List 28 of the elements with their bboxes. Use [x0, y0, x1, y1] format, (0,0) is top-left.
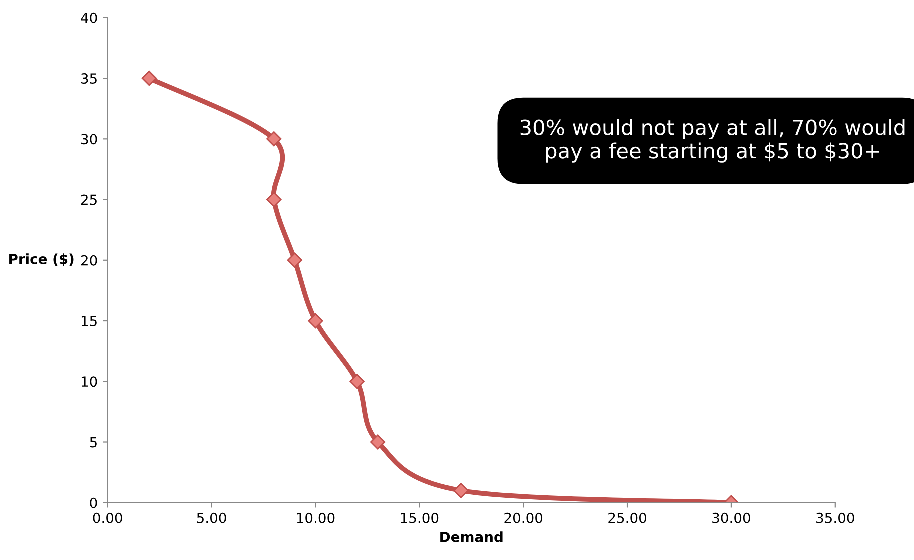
point — [266, 192, 282, 208]
x-tick-label: 25.00 — [608, 512, 646, 524]
point — [308, 313, 324, 329]
x-tick-label: 30.00 — [712, 512, 750, 524]
y-tick-label: 30 — [82, 134, 98, 145]
x-tick-label: 10.00 — [297, 512, 335, 524]
y-axis-title: Price ($) — [10, 254, 74, 266]
annotation: 30% would not pay at all, 70% would pay a fee starting at $5 to $30+ — [520, 119, 905, 163]
x-tick-label: 15.00 — [401, 512, 439, 524]
y-tick-label: 35 — [82, 74, 97, 84]
point — [454, 483, 469, 498]
y-tick-label: 10 — [82, 376, 98, 388]
y-tick-label: 25 — [81, 194, 97, 206]
point — [350, 374, 365, 390]
x-tick-label: 20.00 — [504, 512, 543, 524]
x-axis-title: Demand — [440, 532, 503, 542]
x-tick-label: 0.00 — [93, 512, 122, 524]
point — [287, 252, 303, 268]
y-tick-label: 5 — [90, 437, 97, 448]
y-tick-label: 40 — [81, 12, 98, 24]
point — [370, 434, 386, 450]
y-tick-label: 20 — [81, 255, 98, 266]
point — [266, 132, 282, 147]
y-tick-label: 0 — [90, 498, 98, 508]
x-tick-label: 35.00 — [816, 512, 854, 524]
point — [142, 70, 157, 86]
x-tick-label: 5.00 — [197, 512, 226, 524]
y-tick-label: 15 — [82, 316, 97, 326]
